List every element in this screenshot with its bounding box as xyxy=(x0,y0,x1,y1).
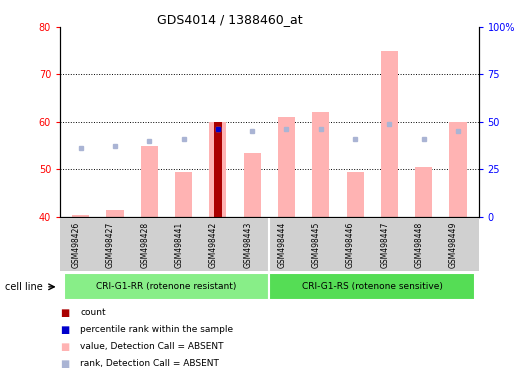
Text: ■: ■ xyxy=(60,342,70,352)
Text: GSM498427: GSM498427 xyxy=(106,222,115,268)
Text: GSM498428: GSM498428 xyxy=(140,222,149,268)
Text: percentile rank within the sample: percentile rank within the sample xyxy=(80,325,233,334)
Text: count: count xyxy=(80,308,106,318)
Bar xyxy=(175,172,192,217)
Text: ■: ■ xyxy=(60,359,70,369)
Text: ■: ■ xyxy=(60,308,70,318)
Text: CRI-G1-RR (rotenone resistant): CRI-G1-RR (rotenone resistant) xyxy=(96,281,236,291)
Bar xyxy=(278,117,295,217)
Text: rank, Detection Call = ABSENT: rank, Detection Call = ABSENT xyxy=(80,359,219,368)
Bar xyxy=(347,172,363,217)
Text: GSM498446: GSM498446 xyxy=(346,222,355,268)
Text: GSM498449: GSM498449 xyxy=(449,222,458,268)
Text: value, Detection Call = ABSENT: value, Detection Call = ABSENT xyxy=(80,342,223,351)
Text: GSM498444: GSM498444 xyxy=(278,222,287,268)
Text: ■: ■ xyxy=(60,325,70,335)
Bar xyxy=(214,122,222,217)
Bar xyxy=(312,113,329,217)
Bar xyxy=(244,153,261,217)
Bar xyxy=(107,210,123,217)
Bar xyxy=(381,51,398,217)
Text: GSM498445: GSM498445 xyxy=(312,222,321,268)
Text: GSM498443: GSM498443 xyxy=(243,222,252,268)
Text: GSM498448: GSM498448 xyxy=(415,222,424,268)
Text: GSM498441: GSM498441 xyxy=(175,222,184,268)
Bar xyxy=(415,167,432,217)
Text: CRI-G1-RS (rotenone sensitive): CRI-G1-RS (rotenone sensitive) xyxy=(302,281,442,291)
Bar xyxy=(209,122,226,217)
Bar xyxy=(64,273,269,300)
Text: GSM498426: GSM498426 xyxy=(72,222,81,268)
Text: GDS4014 / 1388460_at: GDS4014 / 1388460_at xyxy=(157,13,303,26)
Bar xyxy=(72,215,89,217)
Bar xyxy=(269,273,475,300)
Text: GSM498447: GSM498447 xyxy=(380,222,390,268)
Bar xyxy=(141,146,158,217)
Text: cell line: cell line xyxy=(5,282,43,292)
Text: GSM498442: GSM498442 xyxy=(209,222,218,268)
Bar xyxy=(449,122,467,217)
